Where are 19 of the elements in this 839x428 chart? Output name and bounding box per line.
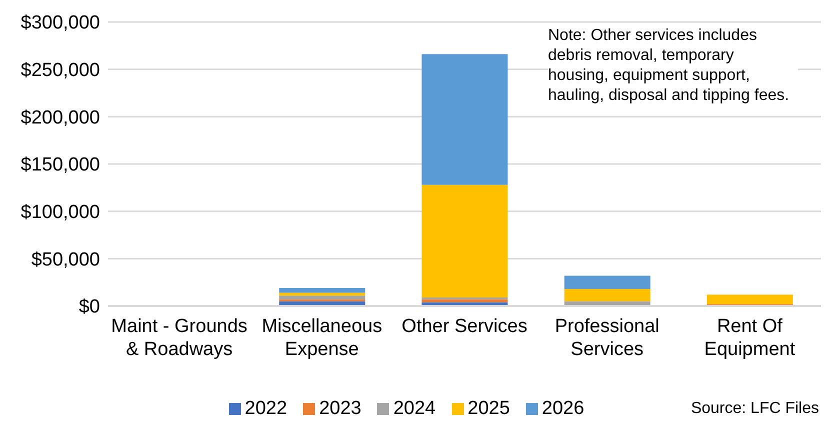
y-tick-label: $150,000 [20, 154, 100, 176]
x-tick-label: Other Services [402, 316, 528, 337]
y-tick-label: $250,000 [20, 60, 100, 82]
annotation: Note: Other services includes debris removal, temporary housing, equipment support, hauling, disposal and tipping fees. [548, 26, 798, 106]
y-tick-label: $0 [78, 296, 100, 318]
x-tick-label: Maint - Grounds & Roadways [111, 316, 248, 360]
legend-label: 2025 [468, 398, 510, 419]
y-tick-label: $300,000 [20, 12, 100, 34]
x-tick-label: Professional Services [554, 316, 660, 360]
legend-label: 2026 [542, 398, 584, 419]
x-tick-label: Rent Of Equipment [704, 316, 796, 360]
legend-label: 2024 [393, 398, 436, 419]
y-tick-label: $200,000 [20, 107, 100, 128]
y-tick-label: $50,000 [31, 249, 100, 270]
source-note: Source: LFC Files [690, 400, 819, 418]
legend-label: 2022 [244, 398, 288, 419]
legend-label: 2023 [319, 398, 362, 419]
x-tick-label: Miscellaneous Expense [262, 316, 382, 360]
y-tick-label: $100,000 [20, 202, 100, 224]
